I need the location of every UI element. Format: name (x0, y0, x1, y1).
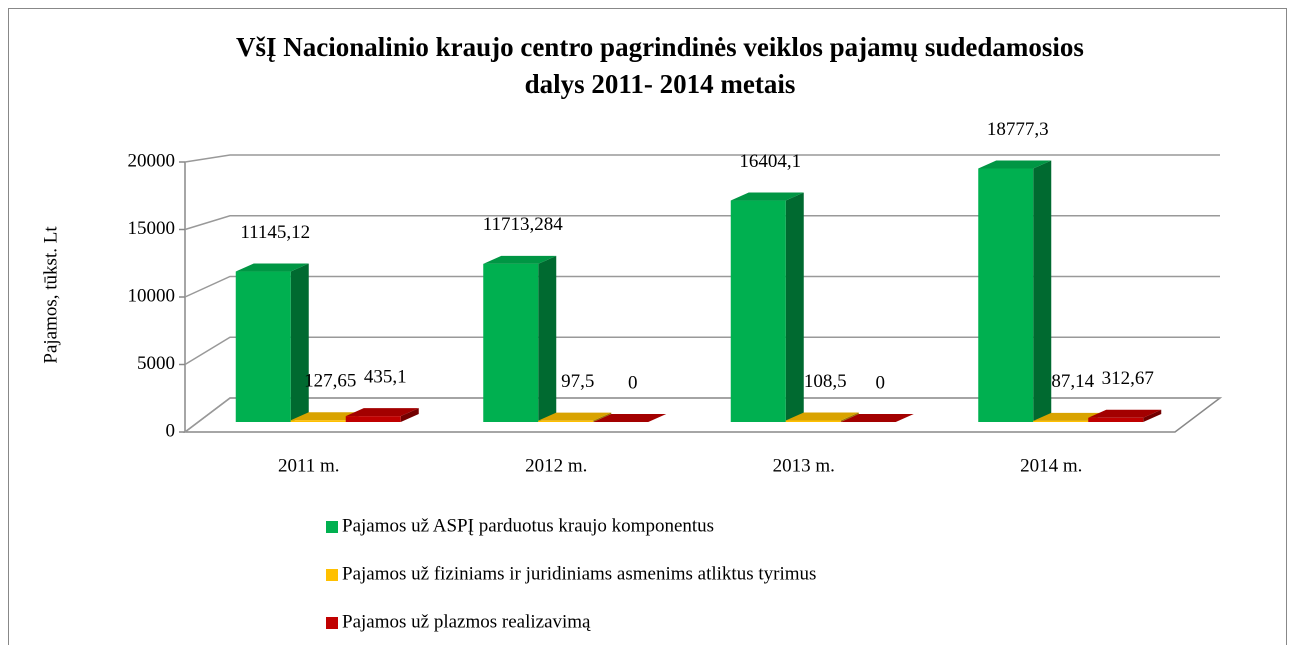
grid-line (184, 215, 1220, 231)
bar (235, 271, 291, 422)
y-tick-label: 5000 (137, 353, 175, 374)
data-label: 16404,1 (739, 151, 801, 172)
legend-swatch (326, 521, 338, 533)
legend-label: Pajamos už fiziniams ir juridiniams asme… (342, 563, 816, 584)
data-label: 127,65 (304, 371, 356, 392)
bar-side (785, 192, 804, 422)
y-tick-label: 20000 (128, 150, 176, 171)
bar-top (290, 412, 364, 421)
bar (538, 420, 594, 422)
bar-top (840, 414, 914, 422)
bar (290, 420, 346, 422)
legend-swatch (326, 617, 338, 629)
grid-line (184, 397, 1220, 433)
grid-line (184, 154, 1220, 163)
bar-side (1143, 409, 1162, 422)
data-label: 18777,3 (987, 119, 1049, 140)
legend-swatch (326, 569, 338, 581)
bar-top (1088, 409, 1162, 418)
chart-title: dalys 2011- 2014 metais (525, 69, 796, 99)
y-tick-label: 0 (166, 420, 176, 441)
data-label: 11713,284 (483, 214, 564, 235)
data-label: 435,1 (364, 366, 407, 387)
bar-side (290, 263, 309, 422)
bar (1088, 417, 1144, 422)
legend-label: Pajamos už ASPĮ parduotus kraujo kompone… (342, 515, 714, 536)
data-label: 97,5 (561, 371, 594, 392)
data-label: 108,5 (804, 371, 847, 392)
bar-top (730, 192, 804, 201)
data-label: 0 (628, 372, 638, 393)
data-label: 11145,12 (240, 222, 310, 243)
bar-side (840, 412, 859, 422)
bar-top (593, 414, 667, 422)
bar-top (538, 412, 612, 421)
bar-top (978, 160, 1052, 169)
bar-top (785, 412, 859, 421)
chart-border (8, 8, 1287, 645)
bar-side (1033, 160, 1052, 422)
bar-side (538, 255, 557, 422)
x-tick-label: 2012 m. (525, 455, 587, 476)
data-label: 312,67 (1102, 368, 1154, 389)
bar (483, 263, 539, 422)
x-tick-label: 2014 m. (1020, 455, 1082, 476)
bar-side (593, 412, 612, 422)
bar-top (235, 263, 309, 272)
bar (978, 168, 1034, 422)
grid-line (184, 336, 1220, 366)
bar (730, 200, 786, 422)
grid-line (184, 275, 1220, 298)
data-label: 87,14 (1051, 371, 1094, 392)
legend-label: Pajamos už plazmos realizavimą (342, 611, 591, 632)
y-axis-label: Pajamos, tūkst. Lt (40, 226, 61, 364)
y-tick-label: 15000 (128, 218, 176, 239)
bar (785, 420, 841, 422)
bar-top (345, 408, 419, 417)
y-tick-label: 10000 (128, 285, 176, 306)
bar-top (1033, 412, 1107, 421)
bar (1033, 420, 1089, 422)
bar-side (400, 408, 419, 422)
x-tick-label: 2013 m. (773, 455, 835, 476)
bar-top (483, 255, 557, 264)
chart-title: VšĮ Nacionalinio kraujo centro pagrindin… (236, 32, 1084, 62)
data-label: 0 (876, 372, 886, 393)
x-tick-label: 2011 m. (278, 455, 340, 476)
bar (345, 416, 401, 422)
